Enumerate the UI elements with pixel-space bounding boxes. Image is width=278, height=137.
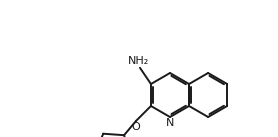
Text: NH₂: NH₂	[128, 56, 150, 66]
Text: N: N	[166, 119, 174, 129]
Text: O: O	[132, 122, 141, 132]
